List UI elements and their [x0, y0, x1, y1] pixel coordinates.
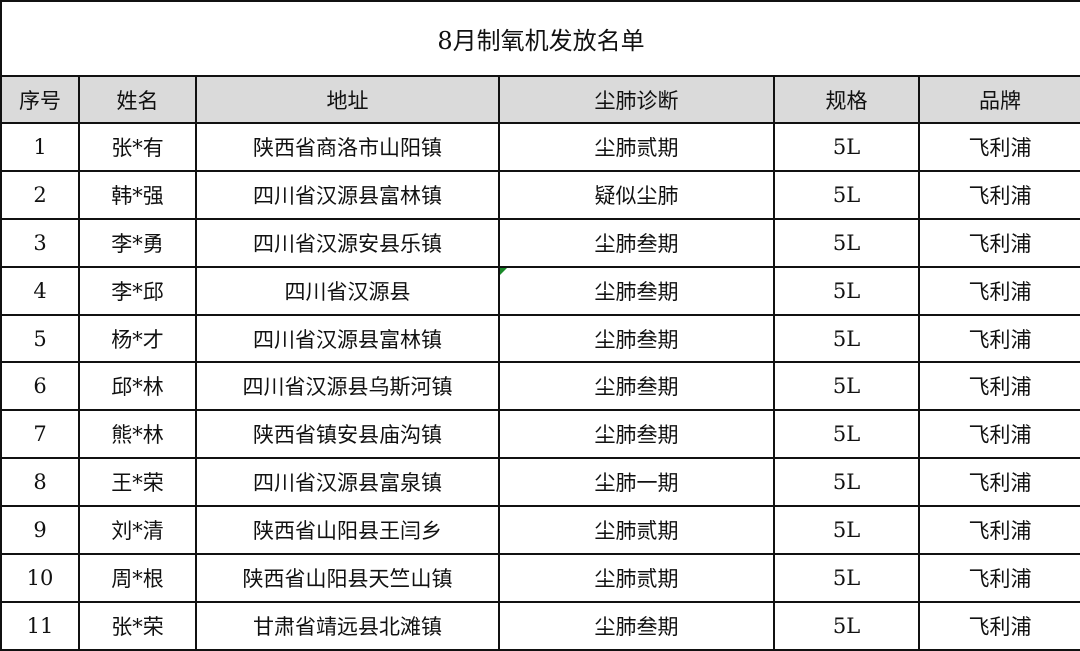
cell-spec: 5L	[773, 457, 920, 508]
cell-brand: 飞利浦	[917, 505, 1080, 556]
cell-index: 11	[0, 600, 80, 651]
header-spec: 规格	[773, 75, 920, 124]
table-title: 8月制氧机发放名单	[0, 0, 1080, 77]
header-name: 姓名	[78, 75, 197, 124]
cell-spec: 5L	[773, 409, 920, 460]
cell-diagnosis: 尘肺贰期	[498, 122, 775, 172]
cell-spec: 5L	[773, 122, 920, 172]
cell-brand: 飞利浦	[917, 169, 1080, 220]
cell-diagnosis: 尘肺叁期	[498, 313, 775, 364]
cell-name: 邱*林	[78, 361, 197, 412]
cell-name: 李*勇	[78, 217, 197, 268]
cell-spec: 5L	[773, 169, 920, 220]
cell-name: 张*荣	[78, 600, 197, 651]
cell-diagnosis: 尘肺叁期	[498, 409, 775, 460]
cell-name: 韩*强	[78, 169, 197, 220]
cell-brand: 飞利浦	[917, 122, 1080, 172]
cell-name: 王*荣	[78, 457, 197, 508]
cell-diagnosis: 尘肺叁期	[498, 217, 775, 268]
cell-name: 李*邱	[78, 265, 197, 316]
table-row: 3 李*勇 四川省汉源安县乐镇 尘肺叁期 5L 飞利浦	[0, 217, 1080, 268]
cell-diagnosis: 尘肺贰期	[498, 553, 775, 603]
header-brand: 品牌	[917, 75, 1080, 124]
cell-spec: 5L	[773, 265, 920, 316]
header-address: 地址	[195, 75, 500, 124]
table-row: 1 张*有 陕西省商洛市山阳镇 尘肺贰期 5L 飞利浦	[0, 122, 1080, 172]
cell-index: 9	[0, 505, 80, 556]
cell-diagnosis: 尘肺叁期	[498, 600, 775, 651]
cell-address: 四川省汉源县乌斯河镇	[195, 361, 500, 412]
cell-index: 3	[0, 217, 80, 268]
cell-diagnosis: 尘肺叁期	[498, 361, 775, 412]
table-row: 6 邱*林 四川省汉源县乌斯河镇 尘肺叁期 5L 飞利浦	[0, 361, 1080, 412]
table-row: 7 熊*林 陕西省镇安县庙沟镇 尘肺叁期 5L 飞利浦	[0, 409, 1080, 460]
table-row: 10 周*根 陕西省山阳县天竺山镇 尘肺贰期 5L 飞利浦	[0, 553, 1080, 603]
cell-brand: 飞利浦	[917, 553, 1080, 603]
cell-diagnosis: 尘肺一期	[498, 457, 775, 508]
cell-spec: 5L	[773, 505, 920, 556]
cell-index: 8	[0, 457, 80, 508]
cell-address: 陕西省镇安县庙沟镇	[195, 409, 500, 460]
cell-diagnosis: 尘肺贰期	[498, 505, 775, 556]
cell-spec: 5L	[773, 553, 920, 603]
cell-brand: 飞利浦	[917, 265, 1080, 316]
cell-index: 5	[0, 313, 80, 364]
cell-diagnosis: 尘肺叁期	[498, 265, 775, 316]
cell-spec: 5L	[773, 361, 920, 412]
header-index: 序号	[0, 75, 80, 124]
cell-address: 四川省汉源县富林镇	[195, 169, 500, 220]
cell-index: 7	[0, 409, 80, 460]
cell-brand: 飞利浦	[917, 457, 1080, 508]
table-row: 4 李*邱 四川省汉源县 尘肺叁期 5L 飞利浦	[0, 265, 1080, 316]
cell-diagnosis: 疑似尘肺	[498, 169, 775, 220]
table-row: 9 刘*清 陕西省山阳县王闫乡 尘肺贰期 5L 飞利浦	[0, 505, 1080, 556]
cell-index: 10	[0, 553, 80, 603]
table-row: 11 张*荣 甘肃省靖远县北滩镇 尘肺叁期 5L 飞利浦	[0, 600, 1080, 651]
cell-name: 周*根	[78, 553, 197, 603]
cell-address: 四川省汉源县	[195, 265, 500, 316]
cell-index: 2	[0, 169, 80, 220]
cell-address: 陕西省商洛市山阳镇	[195, 122, 500, 172]
cell-index: 1	[0, 122, 80, 172]
cell-name: 张*有	[78, 122, 197, 172]
cell-address: 四川省汉源安县乐镇	[195, 217, 500, 268]
cell-name: 熊*林	[78, 409, 197, 460]
cell-index: 6	[0, 361, 80, 412]
cell-brand: 飞利浦	[917, 409, 1080, 460]
cell-address: 陕西省山阳县王闫乡	[195, 505, 500, 556]
header-diagnosis: 尘肺诊断	[498, 75, 775, 124]
cell-brand: 飞利浦	[917, 217, 1080, 268]
cell-name: 杨*才	[78, 313, 197, 364]
table-row: 2 韩*强 四川省汉源县富林镇 疑似尘肺 5L 飞利浦	[0, 169, 1080, 220]
cell-spec: 5L	[773, 217, 920, 268]
cell-address: 四川省汉源县富林镇	[195, 313, 500, 364]
cell-brand: 飞利浦	[917, 600, 1080, 651]
cell-spec: 5L	[773, 313, 920, 364]
cell-spec: 5L	[773, 600, 920, 651]
cell-brand: 飞利浦	[917, 313, 1080, 364]
cell-brand: 飞利浦	[917, 361, 1080, 412]
cell-index: 4	[0, 265, 80, 316]
cell-address: 陕西省山阳县天竺山镇	[195, 553, 500, 603]
table-row: 5 杨*才 四川省汉源县富林镇 尘肺叁期 5L 飞利浦	[0, 313, 1080, 364]
cell-name: 刘*清	[78, 505, 197, 556]
cell-address: 甘肃省靖远县北滩镇	[195, 600, 500, 651]
table-row: 8 王*荣 四川省汉源县富泉镇 尘肺一期 5L 飞利浦	[0, 457, 1080, 508]
cell-address: 四川省汉源县富泉镇	[195, 457, 500, 508]
